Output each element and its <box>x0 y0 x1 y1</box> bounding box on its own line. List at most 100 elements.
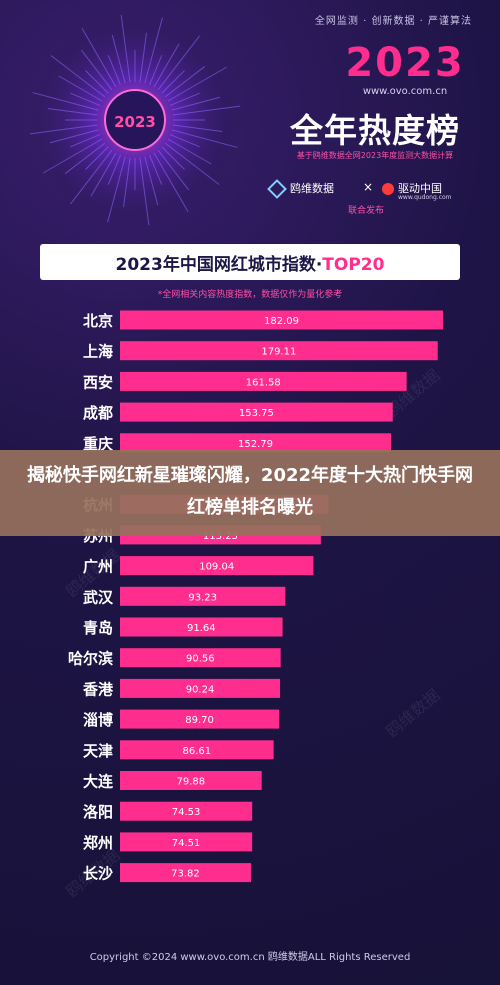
glow-ray <box>171 96 221 111</box>
glow-ray <box>157 149 189 191</box>
glow-ray <box>164 66 206 98</box>
glow-ray <box>161 70 185 94</box>
bar-value-label: 153.75 <box>239 408 274 419</box>
glow-ray <box>149 154 163 185</box>
glow-ray <box>123 157 131 208</box>
bar-value-label: 74.51 <box>172 838 201 849</box>
bar <box>120 863 251 883</box>
website-url: www.ovo.com.cn <box>362 86 448 97</box>
chart-title-accent: TOP20 <box>322 255 385 275</box>
glow-ray <box>164 142 220 185</box>
bar-value-label: 113.23 <box>203 531 238 542</box>
bar <box>120 709 280 729</box>
slogan: 全网监测 · 创新数据 · 严谨算法 <box>314 16 472 27</box>
glow-ray <box>70 134 101 148</box>
bar <box>120 371 407 391</box>
city-label: 洛阳 <box>83 803 113 821</box>
glow-ray <box>85 146 109 170</box>
glow-ray <box>70 149 113 205</box>
hero-year: 2023 <box>345 40 465 86</box>
glow-ray <box>120 14 131 83</box>
chart-header: 2023年中国网红城市指数·TOP20 <box>40 244 460 280</box>
city-label: 西安 <box>83 373 113 391</box>
glow-ray <box>64 142 106 174</box>
glow-ray <box>90 152 117 197</box>
glow-ray <box>139 157 150 226</box>
chart-title: 2023年中国网红城市指数·TOP20 <box>40 250 460 275</box>
bar-value-label: 152.79 <box>238 439 273 450</box>
glow-ray <box>107 55 121 86</box>
city-label: 长沙 <box>83 865 113 883</box>
bar <box>120 402 393 422</box>
glow-ray <box>167 138 212 165</box>
headline-overlay: 揭秘快手网红新星璀璨闪耀，2022年度十大热门快手网红榜单排名曝光 <box>0 450 500 536</box>
glow-ray <box>144 156 159 206</box>
glow-ray <box>107 154 121 185</box>
city-label: 大连 <box>83 773 114 791</box>
qudong-url: www.qudong.com <box>398 194 452 201</box>
ovo-logo-text: 鸥维数据 <box>290 182 334 195</box>
chart-title-main: 2023年中国网红城市指数· <box>115 255 323 275</box>
bar <box>120 310 443 330</box>
bar-value-label: 89.70 <box>185 715 214 726</box>
glow-ray <box>169 92 200 106</box>
times-icon: × <box>363 180 374 194</box>
poster-subtitle: 基于鸥维数据全网2023年度监测大数据计算 <box>296 151 454 160</box>
bar-value-label: 73.82 <box>171 869 200 880</box>
glow-ray <box>111 34 126 84</box>
bar <box>120 801 253 821</box>
city-label: 天津 <box>83 742 113 760</box>
glow-ray <box>172 124 223 132</box>
glow-ray <box>157 35 200 91</box>
poster-title: 全年热度榜 <box>290 111 460 150</box>
bar-value-label: 90.56 <box>186 654 215 665</box>
glow-ray <box>49 129 99 144</box>
bar <box>120 556 314 576</box>
city-label: 武汉 <box>83 588 114 606</box>
bar <box>120 617 283 637</box>
glow-ray <box>42 138 103 174</box>
city-label: 北京 <box>83 312 113 330</box>
bar-value-label: 179.11 <box>261 347 296 358</box>
city-label: 上海 <box>83 343 113 361</box>
badge-year: 2023 <box>114 113 156 131</box>
glow-ray <box>70 92 101 106</box>
city-label: 哈尔滨 <box>68 650 113 668</box>
overlay-headline: 揭秘快手网红新星璀璨闪耀，2022年度十大热门快手网红榜单排名曝光 <box>26 465 474 518</box>
glow-ray <box>32 92 99 111</box>
bar-value-label: 90.24 <box>186 684 215 695</box>
partner-logos: 鸥维数据 × 驱动中国 www.qudong.com <box>267 179 480 201</box>
qudong-logo-text: 驱动中国 <box>398 182 442 195</box>
bar-value-label: 109.04 <box>199 562 234 573</box>
glow-ray <box>144 17 163 84</box>
glow-ray <box>107 156 126 223</box>
glow-burst-badge: 2023 <box>29 14 241 226</box>
glow-ray <box>85 70 109 94</box>
bar <box>120 586 286 606</box>
bar <box>120 648 281 668</box>
glow-ray <box>153 152 189 213</box>
glow-ray <box>149 55 163 86</box>
bar <box>120 832 253 852</box>
glow-ray <box>50 55 106 98</box>
glow-ray <box>153 43 180 88</box>
bar <box>120 771 262 790</box>
glow-ray <box>172 105 241 116</box>
glow-ray <box>139 32 147 83</box>
bar-value-label: 91.64 <box>187 623 216 634</box>
joint-release: 联合发布 <box>348 206 385 216</box>
ovo-logo: 鸥维数据 <box>267 179 334 199</box>
bar-value-label: 93.23 <box>188 592 217 603</box>
red-dot-icon <box>382 183 394 195</box>
bar <box>120 678 281 698</box>
glow-ray <box>169 134 200 148</box>
city-label: 淄博 <box>83 711 113 729</box>
glow-ray <box>167 66 228 102</box>
copyright: Copyright ©2024 www.ovo.com.cn 鸥维数据ALL R… <box>89 952 411 963</box>
qudong-logo: 驱动中国 www.qudong.com <box>382 180 452 201</box>
city-label: 广州 <box>83 558 113 576</box>
bar-value-label: 86.61 <box>182 746 211 757</box>
glow-ray <box>81 27 117 88</box>
